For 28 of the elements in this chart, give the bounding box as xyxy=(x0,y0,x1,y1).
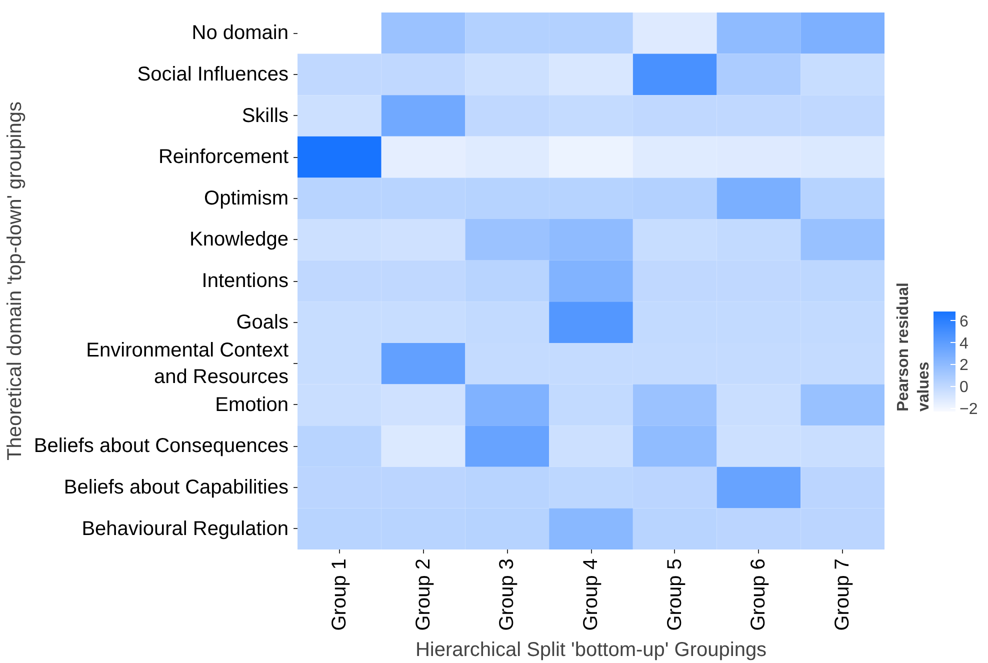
y-tick-label: Knowledge xyxy=(190,228,289,251)
x-tick-label: Group 4 xyxy=(580,558,602,631)
y-axis-title: Theoretical domain 'top-down' groupings xyxy=(4,102,26,460)
y-tick-label: No domain xyxy=(192,22,288,44)
x-tick-label: Group 2 xyxy=(412,558,434,631)
y-tick-label: Goals xyxy=(236,311,289,334)
y-tick-label: Skills xyxy=(242,104,288,127)
y-tick-label: Intentions xyxy=(202,270,289,292)
y-tick-label: Beliefs about Capabilities xyxy=(64,476,289,499)
y-tick-label: Beliefs about Consequences xyxy=(34,435,289,458)
y-tick-label: Optimism xyxy=(204,187,289,210)
color-bar-label: 4 xyxy=(960,335,968,352)
y-tick-label: Social Influences xyxy=(137,63,288,86)
color-bar-label: 0 xyxy=(960,379,968,396)
x-tick-label: Group 3 xyxy=(496,558,518,631)
x-tick-label: Group 5 xyxy=(664,558,686,631)
y-tick-label: Environmental Context and Resources xyxy=(86,339,289,388)
x-tick-label: Group 1 xyxy=(328,558,350,631)
color-bar-label: 2 xyxy=(960,357,968,374)
y-tick-label: Behavioural Regulation xyxy=(82,518,289,540)
x-axis-title: Hierarchical Split 'bottom-up' Groupings xyxy=(415,638,767,661)
y-tick-label: Reinforcement xyxy=(158,146,289,168)
color-bar-label: −2 xyxy=(960,401,978,418)
x-tick-label: Group 7 xyxy=(832,558,854,631)
color-bar-label: 6 xyxy=(960,313,968,330)
y-tick-label: Emotion xyxy=(215,394,289,416)
color-bar-title: Pearson residual values xyxy=(895,282,932,412)
x-tick-label: Group 6 xyxy=(748,558,770,631)
